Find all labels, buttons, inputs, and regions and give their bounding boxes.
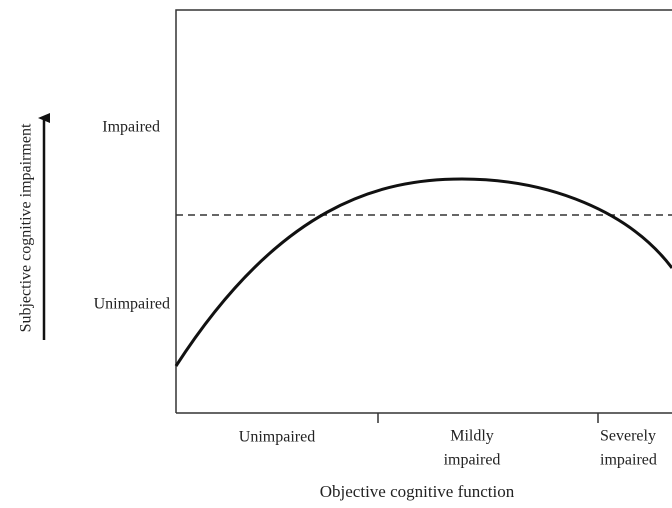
- plot-frame: [175, 9, 672, 414]
- x-axis-title: Objective cognitive function: [320, 482, 515, 501]
- x-level: impaired: [600, 452, 657, 469]
- x-level: Mildly: [450, 428, 494, 445]
- y-level: Unimpaired: [94, 296, 170, 313]
- x-level: Severely: [600, 428, 656, 445]
- curve: [174, 177, 672, 367]
- y-level: Impaired: [102, 119, 160, 136]
- y-axis-title: Subjective cognitive impairment: [18, 123, 35, 332]
- x-level: Unimpaired: [239, 429, 315, 446]
- x-level: impaired: [444, 452, 501, 469]
